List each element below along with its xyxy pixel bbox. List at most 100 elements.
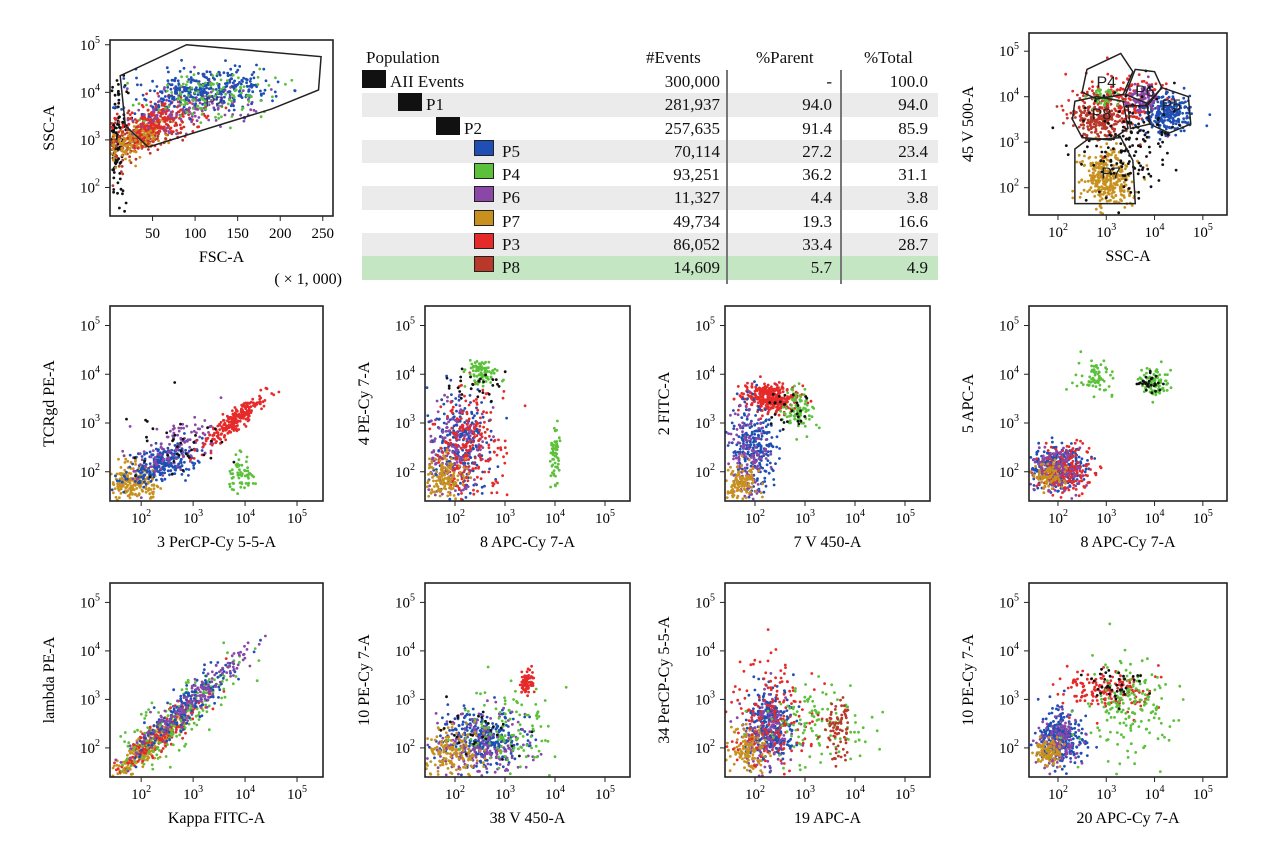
event-dot [801,384,805,388]
event-dot [207,118,211,122]
event-dot [462,470,466,474]
event-dot [1109,160,1113,163]
event-dot [195,104,199,108]
event-dot [232,460,236,464]
event-dot [1086,125,1090,128]
event-dot [131,136,135,140]
event-dot [215,440,218,443]
event-dot [143,452,146,456]
event-dot [479,477,483,481]
event-dot [244,404,248,408]
event-dot [207,431,210,434]
event-dot [216,106,220,110]
event-dot [462,466,466,469]
event-dot [441,451,445,454]
event-dot [1155,106,1159,109]
event-dot [439,405,443,409]
event-dot [1083,101,1087,105]
event-dot [1086,127,1090,131]
event-dot [730,441,734,445]
event-dot [112,157,116,160]
event-dot [246,469,250,473]
event-dot [191,130,195,133]
event-dot [115,126,118,130]
event-dot [456,474,460,478]
event-dot [1099,123,1103,126]
event-dot [438,459,442,462]
event-dot [464,445,468,448]
event-dot [200,436,204,440]
event-dot [164,122,168,126]
event-dot [1123,196,1126,199]
event-dot [1099,131,1103,134]
event-dot [117,123,121,126]
event-dot [744,384,747,388]
event-dot [485,441,489,444]
event-dot [464,430,468,434]
event-dot [185,110,189,114]
event-dot [236,415,239,418]
event-dot [128,453,132,457]
event-dot [1107,192,1111,196]
event-dot [224,59,227,62]
event-dot [167,461,171,464]
event-dot [1069,111,1073,115]
event-dot [168,127,172,131]
event-dot [766,412,770,416]
event-dot [226,71,230,75]
event-dot [147,126,151,130]
event-dot [227,109,231,112]
event-dot [183,432,186,435]
event-dot [131,493,134,496]
event-dot [192,73,196,77]
event-dot [133,112,137,115]
event-dot [1145,164,1149,167]
event-dot [153,126,157,130]
event-dot [229,472,233,475]
event-dot [145,92,149,96]
event-dot [1081,160,1084,163]
event-dot [171,453,175,457]
event-dot [158,459,162,463]
event-dot [1100,150,1104,154]
event-dot [134,480,137,483]
event-dot [129,161,133,165]
event-dot [460,411,464,415]
event-dot [1075,160,1079,164]
event-dot [1114,132,1117,136]
event-dot [460,393,464,396]
event-dot [1154,82,1158,86]
event-dot [138,155,142,159]
event-dot [785,388,789,392]
event-dot [438,494,442,498]
event-dot [126,81,129,85]
event-dot [1112,123,1116,126]
event-dot [187,99,191,102]
event-dot [446,399,449,403]
event-dot [225,424,229,428]
event-dot [271,99,274,103]
event-dot [151,79,155,83]
event-dot [264,79,268,83]
event-dot [230,92,233,96]
event-dot [461,424,465,428]
x-tick-label: 104 [545,508,565,527]
event-dot [177,453,181,457]
event-dot [262,404,266,408]
event-dot [1155,97,1159,101]
event-dot [433,437,437,441]
event-dot [757,433,760,437]
event-dot [143,459,147,463]
event-dot [1182,117,1186,120]
event-dot [1061,108,1065,112]
event-dot [142,473,146,477]
event-dot [153,134,157,138]
event-dot [243,486,246,490]
event-dot [202,442,206,446]
event-dot [1095,182,1099,186]
event-dot [122,140,126,143]
event-dot [461,474,465,478]
event-dot [128,159,132,162]
event-dot [469,375,472,379]
event-dot [132,125,136,128]
